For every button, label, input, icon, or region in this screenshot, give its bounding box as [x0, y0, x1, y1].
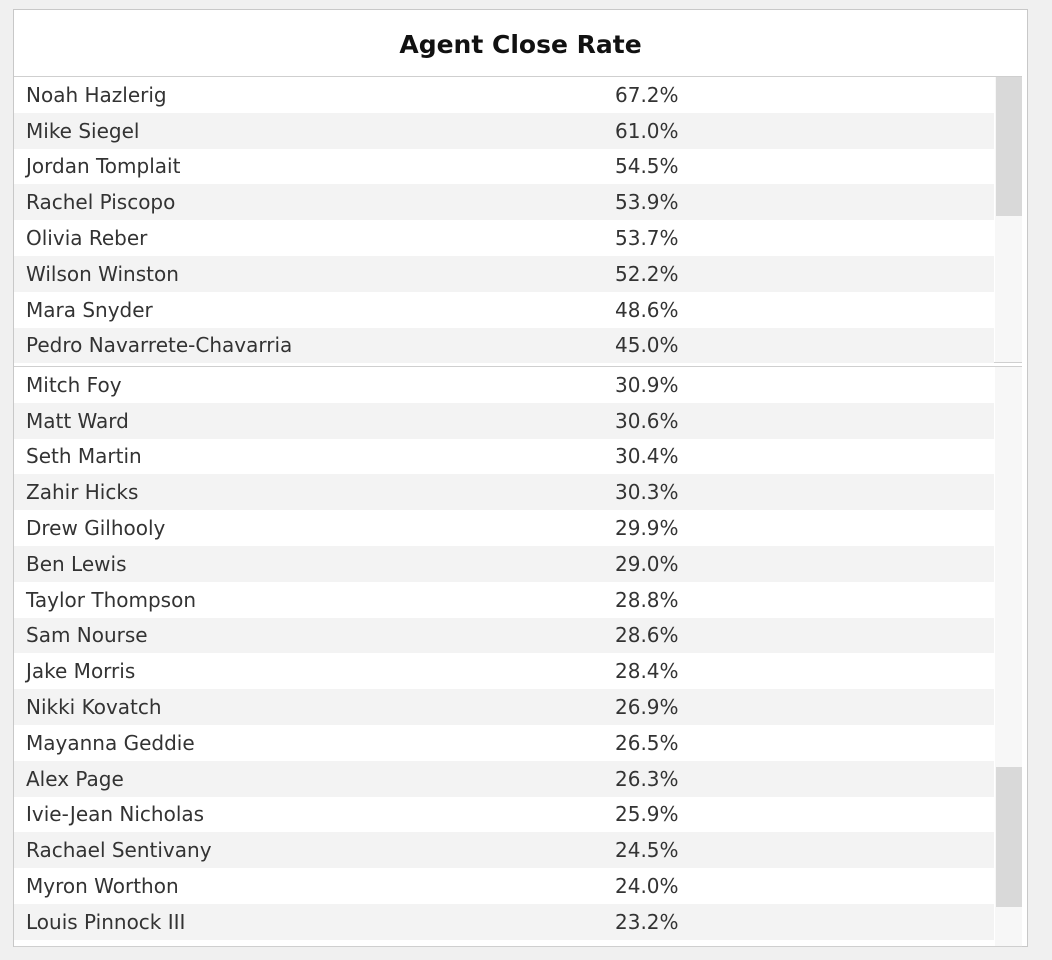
agent-name: Jake Morris — [26, 659, 136, 684]
agent-name: Wilson Winston — [26, 261, 179, 286]
agent-name: Zahir Hicks — [26, 480, 139, 505]
close-rate-value: 67.2% — [615, 82, 679, 107]
close-rate-value: 30.6% — [615, 408, 679, 433]
table-row[interactable]: Ben Lewis 29.0% — [14, 545, 994, 582]
agent-name: Ben Lewis — [26, 551, 127, 576]
top-performers-panel[interactable]: Noah Hazlerig 67.2% Mike Siegel 61.0% Jordan… — [14, 76, 1022, 364]
table-row[interactable]: Matt Ward 30.6% — [14, 402, 994, 439]
table-row[interactable]: Myron Worthon 24.0% — [14, 868, 994, 904]
close-rate-value: 24.0% — [615, 874, 679, 899]
close-rate-value: 45.0% — [615, 333, 679, 358]
table-row[interactable]: Noah Hazlerig 67.2% — [14, 77, 994, 113]
agent-name: Louis Pinnock III — [26, 909, 186, 934]
table-row[interactable]: Rachel Piscopo 53.9% — [14, 184, 994, 221]
agent-name: Sam Nourse — [26, 623, 148, 648]
close-rate-value: 52.2% — [615, 261, 679, 286]
agent-name: Myron Worthon — [26, 874, 179, 899]
close-rate-value: 53.7% — [615, 226, 679, 251]
close-rate-value: 48.6% — [615, 297, 679, 322]
table-row[interactable]: Zahir Hicks 30.3% — [14, 474, 994, 511]
close-rate-value: 26.3% — [615, 766, 679, 791]
agent-name: Jordan Tomplait — [26, 154, 181, 179]
agent-name: Mayanna Geddie — [26, 730, 195, 755]
close-rate-value: 29.0% — [615, 551, 679, 576]
close-rate-value: 30.3% — [615, 480, 679, 505]
top-scrollbar-thumb[interactable] — [996, 77, 1022, 216]
close-rate-value: 25.9% — [615, 802, 679, 827]
table-row[interactable]: Jake Morris 28.4% — [14, 653, 994, 690]
bottom-scrollbar[interactable] — [995, 367, 1022, 946]
agent-name: Seth Martin — [26, 444, 142, 469]
table-row[interactable]: Mara Snyder 48.6% — [14, 291, 994, 328]
close-rate-value: 28.6% — [615, 623, 679, 648]
table-row[interactable]: Drew Gilhooly 29.9% — [14, 510, 994, 546]
table-row[interactable]: Jordan Tomplait 54.5% — [14, 148, 994, 185]
agent-name: Noah Hazlerig — [26, 82, 167, 107]
agent-name: Drew Gilhooly — [26, 516, 166, 541]
agent-name: Matt Ward — [26, 408, 129, 433]
remaining-agents-panel[interactable]: Mitch Foy 30.9% Matt Ward 30.6% Seth Martin 3… — [14, 366, 1022, 947]
agent-name: Mara Snyder — [26, 297, 153, 322]
agent-name: Pedro Navarrete-Chavarria — [26, 333, 293, 358]
close-rate-value: 26.5% — [615, 730, 679, 755]
agent-name: Rachael Sentivany — [26, 838, 212, 863]
close-rate-value: 24.5% — [615, 838, 679, 863]
close-rate-value: 23.2% — [615, 909, 679, 934]
top-scrollbar[interactable] — [995, 77, 1022, 362]
bottom-rows: Mitch Foy 30.9% Matt Ward 30.6% Seth Martin 3… — [14, 367, 994, 940]
table-row[interactable]: Mayanna Geddie 26.5% — [14, 724, 994, 761]
table-row[interactable]: Mike Siegel 61.0% — [14, 112, 994, 149]
table-row[interactable]: Nikki Kovatch 26.9% — [14, 689, 994, 725]
top-rows: Noah Hazlerig 67.2% Mike Siegel 61.0% Jordan… — [14, 77, 994, 364]
table-row[interactable]: Louis Pinnock III 23.2% — [14, 903, 994, 940]
table-row[interactable]: Pedro Navarrete-Chavarria 45.0% — [14, 327, 994, 364]
close-rate-value: 29.9% — [615, 516, 679, 541]
table-row[interactable]: Wilson Winston 52.2% — [14, 255, 994, 292]
table-row[interactable]: Rachael Sentivany 24.5% — [14, 832, 994, 869]
agent-name: Rachel Piscopo — [26, 190, 176, 215]
table-row[interactable]: Olivia Reber 53.7% — [14, 220, 994, 256]
close-rate-value: 28.4% — [615, 659, 679, 684]
table-row[interactable]: Seth Martin 30.4% — [14, 438, 994, 475]
agent-name: Olivia Reber — [26, 226, 148, 251]
bottom-scrollbar-thumb[interactable] — [996, 767, 1022, 907]
close-rate-value: 53.9% — [615, 190, 679, 215]
close-rate-value: 54.5% — [615, 154, 679, 179]
table-row[interactable]: Ivie-Jean Nicholas 25.9% — [14, 796, 994, 833]
close-rate-value: 61.0% — [615, 118, 679, 143]
agent-name: Mitch Foy — [26, 372, 122, 397]
agent-name: Nikki Kovatch — [26, 695, 162, 720]
close-rate-value: 28.8% — [615, 587, 679, 612]
agent-name: Taylor Thompson — [26, 587, 197, 612]
table-row[interactable]: Taylor Thompson 28.8% — [14, 581, 994, 618]
table-row[interactable]: Sam Nourse 28.6% — [14, 617, 994, 654]
table-row[interactable]: Mitch Foy 30.9% — [14, 367, 994, 403]
agent-name: Mike Siegel — [26, 118, 140, 143]
agent-name: Alex Page — [26, 766, 124, 791]
close-rate-value: 30.9% — [615, 372, 679, 397]
close-rate-value: 30.4% — [615, 444, 679, 469]
agent-name: Ivie-Jean Nicholas — [26, 802, 205, 827]
close-rate-value: 26.9% — [615, 695, 679, 720]
chart-title: Agent Close Rate — [399, 29, 642, 59]
table-row[interactable]: Alex Page 26.3% — [14, 760, 994, 797]
